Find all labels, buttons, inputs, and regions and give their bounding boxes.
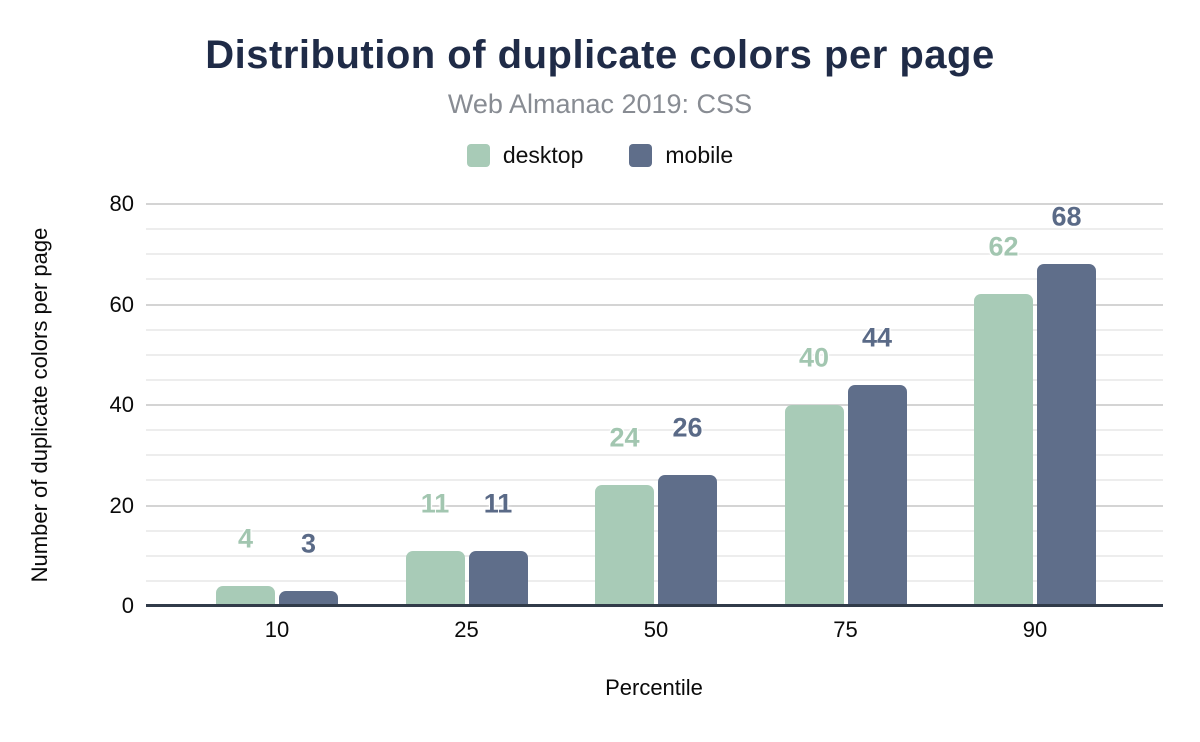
minor-gridline-30 [146,454,1163,457]
x-tick-90: 90 [1022,617,1048,642]
y-tick-20: 20 [109,492,134,518]
bar-mobile-p90[interactable] [1037,264,1096,606]
minor-gridline-75 [146,228,1163,231]
y-tick-80: 80 [109,191,134,216]
bar-mobile-p75[interactable] [847,384,907,606]
plot-area: 4 3 11 11 24 26 40 44 62 68 [146,201,1163,607]
bar-value-desktop-p10: 4 [237,523,254,554]
bar-desktop-p75[interactable] [784,405,844,606]
chart-title: Distribution of duplicate colors per pag… [205,33,995,77]
minor-gridline-70 [146,253,1163,256]
legend-item-mobile[interactable]: mobile [629,142,733,169]
minor-gridline-5 [146,579,1163,582]
bar-value-desktop-p90: 62 [988,231,1019,262]
bar-mobile-p25[interactable] [468,550,528,606]
minor-gridline-15 [146,529,1163,532]
x-axis-title: Percentile [605,675,703,700]
legend-label: mobile [665,142,734,168]
bar-desktop-p25[interactable] [405,550,465,606]
minor-gridline-50 [146,353,1163,356]
bar-value-mobile-p50: 26 [672,412,703,443]
bar-desktop-p10[interactable] [216,585,275,606]
bar-value-desktop-p25: 11 [420,488,450,519]
minor-gridline-55 [146,328,1163,331]
x-tick-50: 50 [643,617,669,642]
major-gridline-80 [146,203,1163,205]
y-tick-40: 40 [109,392,134,417]
x-axis-line [146,604,1163,607]
minor-gridline-45 [146,378,1163,381]
x-tick-75: 75 [833,617,858,642]
major-gridline-20 [146,504,1163,507]
bar-desktop-p50[interactable] [595,485,654,606]
minor-gridline-35 [146,429,1163,432]
legend-label: desktop [502,142,584,168]
y-axis-title: Number of duplicate colors per page [27,227,52,583]
bar-value-mobile-p90: 68 [1051,201,1082,232]
bar-mobile-p50[interactable] [658,475,717,606]
x-tick-25: 25 [454,617,479,642]
legend-swatch-mobile [629,144,653,167]
legend: desktop mobile [0,142,1200,169]
y-tick-60: 60 [109,291,134,317]
bar-value-mobile-p10: 3 [300,528,317,559]
bar-value-desktop-p50: 24 [609,422,640,453]
chart-subtitle: Web Almanac 2019: CSS [447,89,753,119]
bar-value-desktop-p75: 40 [798,342,830,373]
major-gridline-40 [146,404,1163,406]
major-gridline-60 [146,303,1163,306]
x-tick-10: 10 [264,617,290,642]
bar-mobile-p10[interactable] [279,590,338,606]
bar-desktop-p90[interactable] [974,294,1033,606]
bar-value-mobile-p75: 44 [861,322,893,353]
legend-item-desktop[interactable]: desktop [466,142,584,169]
legend-swatch-desktop [466,144,490,167]
minor-gridline-65 [146,278,1163,281]
minor-gridline-10 [146,554,1163,557]
minor-gridline-25 [146,479,1163,482]
bar-value-mobile-p25: 11 [483,488,513,519]
y-tick-0: 0 [121,593,134,618]
